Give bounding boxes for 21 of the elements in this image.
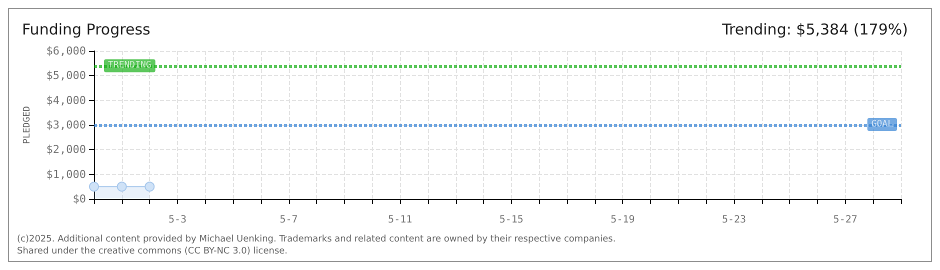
x-tick-label: 5-7	[280, 214, 298, 226]
chart-title: Funding Progress	[22, 20, 151, 38]
y-tick-label: $0	[72, 192, 86, 206]
ref-line-label: GOAL	[871, 120, 893, 130]
x-tick-label: 5-27	[833, 214, 858, 226]
y-tick-label: $6,000	[46, 44, 86, 58]
chart-subtitle: Trending: $5,384 (179%)	[721, 20, 908, 38]
x-tick-label: 5-3	[168, 214, 187, 226]
y-tick-label: $3,000	[46, 118, 86, 132]
y-tick-label: $2,000	[46, 143, 86, 156]
x-tick-label: 5-23	[722, 214, 746, 226]
y-axis-title: PLEDGED	[22, 106, 32, 144]
y-tick-label: $5,000	[46, 69, 86, 82]
x-tick-label: 5-19	[610, 214, 635, 226]
ref-line-label: TRENDING	[108, 60, 152, 71]
x-tick-label: 5-15	[499, 214, 524, 226]
text: Shared under the creative commons (CC BY-NC 3.0) license.	[17, 246, 288, 256]
y-tick-label: $4,000	[46, 94, 86, 107]
x-tick-label: 5-11	[388, 214, 412, 226]
y-tick-label: $1,000	[46, 168, 86, 181]
text: (c)2025. Additional content provided by Michael Uenking. Trademarks and related content are owned by their respective companies.	[17, 234, 616, 244]
